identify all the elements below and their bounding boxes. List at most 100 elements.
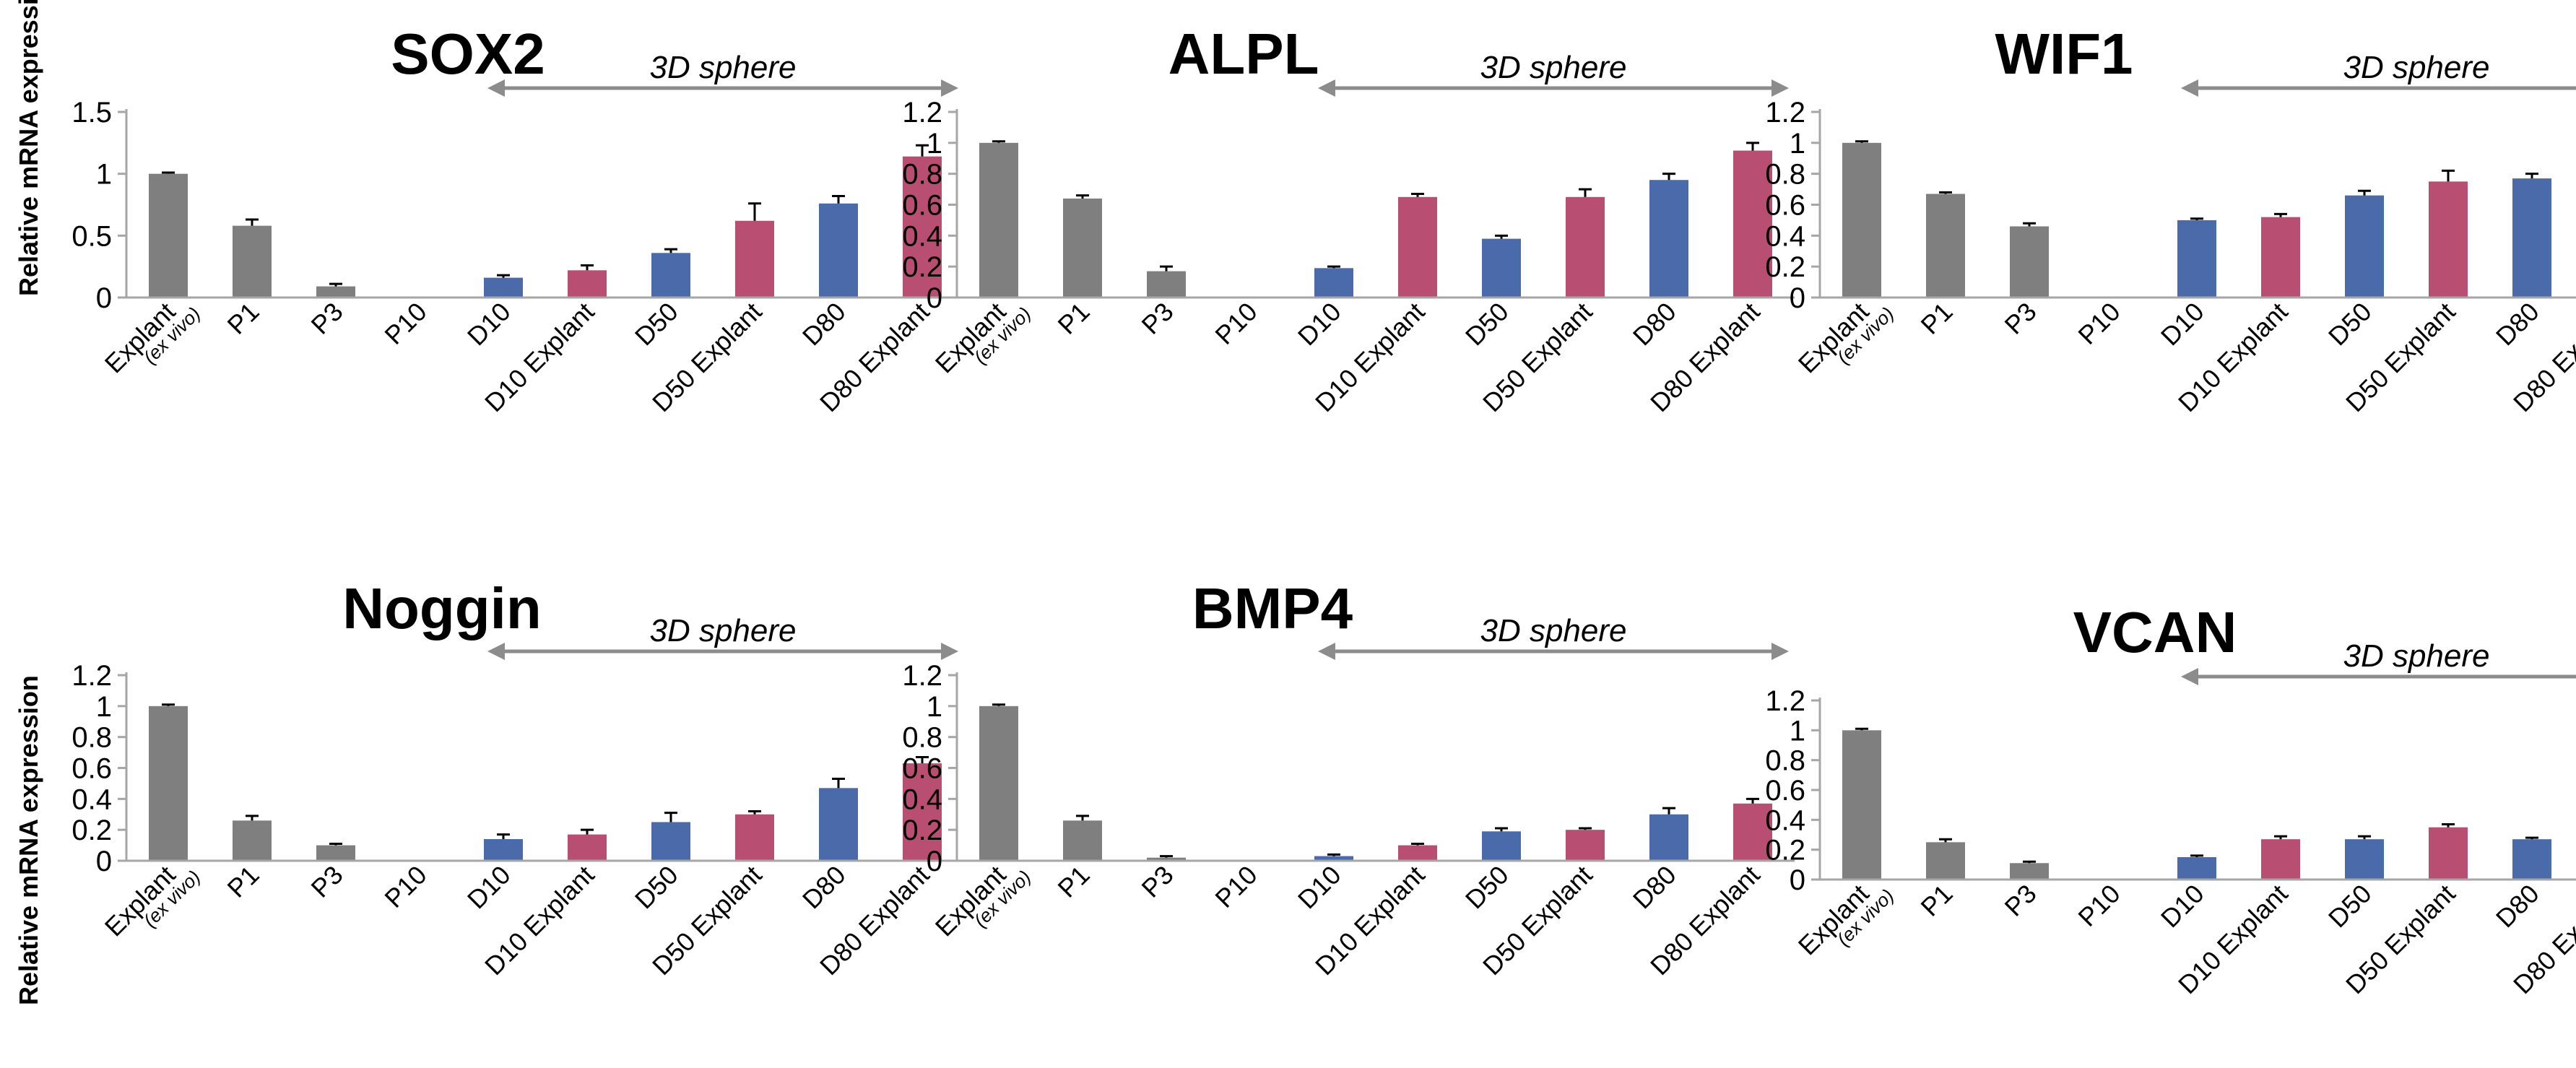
sphere-annotation: 3D sphere — [649, 613, 796, 648]
bar — [2345, 195, 2384, 298]
bar — [2010, 863, 2049, 880]
sphere-arrow-head-right — [1771, 643, 1789, 660]
y-tick-label: 1.2 — [1765, 97, 1805, 129]
bar — [1733, 803, 1772, 861]
sphere-arrow-head-left — [487, 79, 505, 97]
y-tick-label: 1 — [927, 691, 942, 723]
bar — [1566, 830, 1605, 861]
bar — [2429, 181, 2468, 298]
bar — [1842, 142, 1881, 298]
bar — [1482, 238, 1521, 298]
chart-title: Noggin — [342, 576, 541, 641]
bar — [1842, 730, 1881, 880]
chart-title: VCAN — [2073, 600, 2237, 664]
sphere-annotation: 3D sphere — [1480, 613, 1626, 648]
bar — [903, 156, 942, 298]
y-tick-label: 0.2 — [71, 815, 112, 846]
bar — [979, 142, 1018, 298]
bar — [1398, 845, 1437, 861]
x-tick-label: P10 — [1209, 297, 1262, 350]
bar — [2261, 217, 2300, 298]
bar — [735, 220, 774, 298]
y-tick-label: 1.2 — [902, 97, 942, 129]
bar — [2512, 839, 2551, 880]
x-tick-label: D10 — [2155, 297, 2210, 352]
x-tick-label: D50 — [1460, 860, 1514, 915]
y-tick-label: 0.8 — [1765, 745, 1805, 777]
bar — [819, 788, 858, 861]
bar — [2512, 178, 2551, 298]
bar — [1314, 268, 1353, 298]
bar — [484, 277, 523, 298]
y-tick-label: 0.8 — [1765, 159, 1805, 191]
y-tick-label: 1 — [96, 159, 112, 191]
x-tick-label: P10 — [1209, 860, 1262, 913]
y-tick-label: 0 — [927, 846, 942, 877]
y-tick-label: 1 — [1790, 128, 1805, 160]
bar — [233, 820, 272, 861]
y-tick-label: 0.6 — [1765, 775, 1805, 807]
x-tick-label: P3 — [1136, 860, 1179, 903]
y-tick-label: 0.4 — [902, 783, 942, 815]
x-tick-label: P10 — [2072, 879, 2125, 932]
bar — [1147, 857, 1186, 861]
y-tick-label: 0.5 — [71, 220, 112, 252]
sphere-annotation: 3D sphere — [1480, 50, 1626, 85]
y-tick-label: 0.8 — [902, 159, 942, 191]
x-tick-label: P3 — [1136, 297, 1179, 340]
bar — [651, 253, 690, 298]
y-tick-label: 1 — [96, 691, 112, 723]
x-tick-label: P3 — [305, 297, 349, 340]
x-tick-label: D80 — [1627, 860, 1682, 915]
bar — [1314, 856, 1353, 861]
bar — [2177, 857, 2216, 880]
x-tick-label: P10 — [378, 297, 432, 350]
y-axis-label-top: Relative mRNA expression — [14, 0, 43, 296]
bar — [484, 839, 523, 861]
bar — [2177, 220, 2216, 298]
bar — [735, 814, 774, 861]
y-tick-label: 0 — [927, 282, 942, 314]
y-tick-label: 0.4 — [1765, 220, 1805, 252]
chart-title: BMP4 — [1192, 576, 1353, 641]
x-tick-label: D10 — [461, 297, 516, 352]
x-tick-label: P10 — [378, 860, 432, 913]
sphere-arrow-head-left — [487, 643, 505, 660]
chart-title: WIF1 — [1995, 22, 2133, 86]
bar — [1566, 196, 1605, 298]
y-tick-label: 0.6 — [71, 753, 112, 785]
x-tick-label: D50 — [2323, 297, 2377, 352]
x-tick-label: D50 — [2323, 879, 2377, 934]
x-tick-label: D50 — [629, 297, 684, 352]
chart-title: SOX2 — [391, 22, 545, 86]
x-tick-label: P1 — [222, 297, 265, 340]
bar — [979, 706, 1018, 861]
bar — [1482, 831, 1521, 861]
y-tick-label: 0.2 — [1765, 251, 1805, 283]
y-tick-label: 0.8 — [902, 722, 942, 754]
x-tick-label: P1 — [1915, 879, 1959, 922]
y-tick-label: 0.2 — [902, 251, 942, 283]
x-tick-label: D80 — [797, 860, 851, 915]
x-tick-label: D10 — [2155, 879, 2210, 934]
bar — [568, 270, 607, 298]
bar — [2010, 226, 2049, 298]
x-tick-label: D80 — [2490, 297, 2545, 352]
sphere-arrow-head-right — [941, 79, 958, 97]
sphere-arrow-head-right — [941, 643, 958, 660]
y-tick-label: 0 — [96, 282, 112, 314]
bar — [233, 225, 272, 298]
y-tick-label: 0.8 — [71, 722, 112, 754]
bar — [1733, 150, 1772, 298]
y-tick-label: 1.2 — [902, 660, 942, 692]
sphere-annotation: 3D sphere — [649, 50, 796, 85]
bar — [316, 286, 355, 298]
y-tick-label: 0 — [96, 846, 112, 877]
y-tick-label: 0.6 — [902, 190, 942, 222]
bar — [651, 822, 690, 861]
x-tick-label: P3 — [305, 860, 349, 903]
